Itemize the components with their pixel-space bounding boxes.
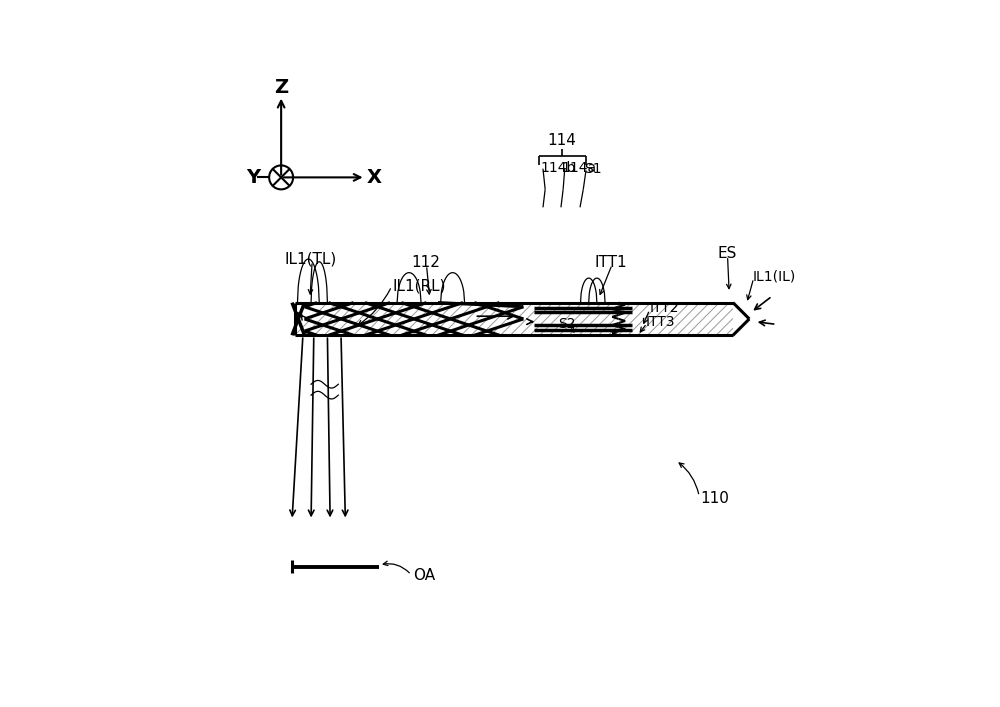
Text: 110: 110 (700, 491, 729, 506)
Text: 114a: 114a (561, 160, 597, 175)
Text: 114b: 114b (541, 160, 576, 175)
Text: IL1(IL): IL1(IL) (753, 269, 796, 284)
Text: Z: Z (274, 78, 288, 97)
Text: ITT3: ITT3 (646, 315, 675, 329)
Text: 112: 112 (411, 255, 440, 270)
Text: S2: S2 (558, 317, 576, 332)
Text: IL1(TL): IL1(TL) (285, 252, 337, 267)
Text: ITT2: ITT2 (650, 301, 679, 315)
Text: ITT1: ITT1 (594, 255, 627, 270)
Text: S1: S1 (584, 162, 602, 176)
Text: ES: ES (718, 246, 737, 261)
Text: 114: 114 (547, 133, 576, 148)
Text: Y: Y (246, 168, 260, 187)
Text: IL1(RL): IL1(RL) (393, 279, 446, 294)
Polygon shape (295, 303, 749, 335)
Text: X: X (366, 168, 381, 187)
Text: OA: OA (413, 568, 436, 583)
